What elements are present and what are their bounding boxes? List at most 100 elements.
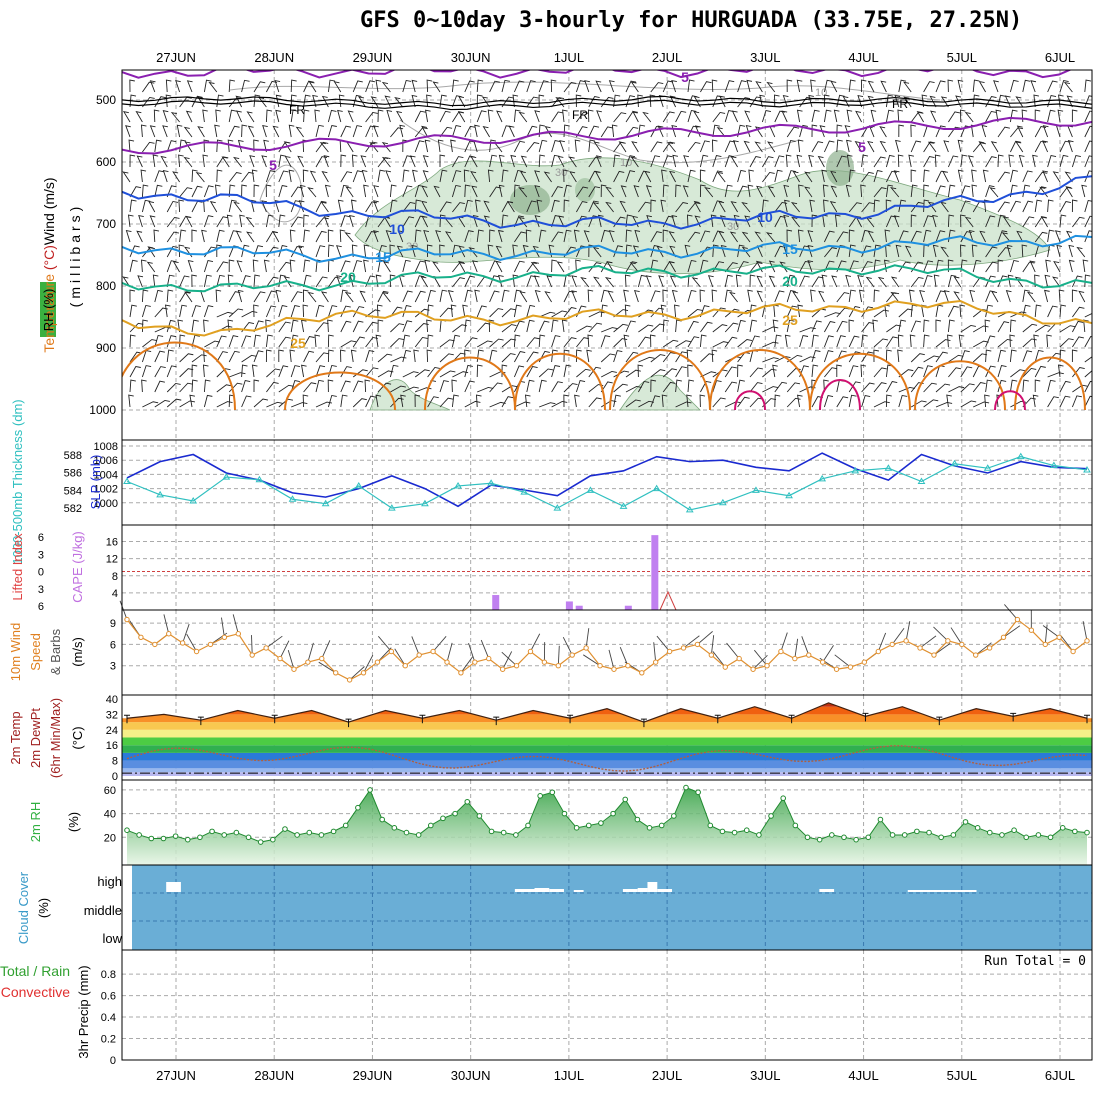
wind-barb	[363, 259, 369, 273]
wind-barb	[807, 260, 814, 273]
wind-barb	[811, 320, 822, 333]
wind-barb	[323, 215, 330, 228]
wind-barb	[630, 81, 639, 93]
wind-barb	[421, 215, 429, 228]
wind-barb	[138, 214, 144, 228]
wind-barb	[799, 245, 810, 258]
wind-barb	[481, 96, 490, 108]
ytick-slp: 1008	[94, 441, 118, 453]
wind-barb	[149, 125, 156, 138]
ytick-li: 3	[38, 584, 44, 596]
wind-barb	[1084, 274, 1091, 288]
wind-barb	[1032, 154, 1038, 168]
wind-barb	[464, 337, 478, 348]
wind10-barb	[752, 654, 768, 670]
wind-barb	[526, 275, 537, 288]
wind10-point	[499, 666, 506, 672]
wind10-point	[847, 664, 854, 670]
wind10-barb	[186, 633, 197, 652]
wind-barb	[574, 139, 581, 153]
wind-barb	[762, 326, 779, 333]
ytick-li: 0	[38, 567, 44, 579]
wind-barb	[927, 141, 937, 153]
wind-barb	[885, 349, 892, 363]
wind-barb	[1084, 215, 1092, 228]
wind-barb	[439, 154, 446, 168]
wind-barb	[1045, 259, 1051, 273]
wind-barb	[308, 81, 317, 93]
wind-barb	[972, 340, 989, 348]
wind-barb	[836, 364, 842, 378]
wind-barb	[724, 110, 734, 123]
wind-barb	[534, 170, 540, 183]
wind-barb	[762, 357, 779, 363]
wind-barb	[538, 124, 546, 138]
wind-barb	[215, 109, 221, 123]
wind-barb	[128, 394, 134, 408]
wind-barb	[893, 215, 900, 228]
ylabel-thickness: 1000-500mb Thickness (dm)	[10, 399, 25, 564]
wind-barb	[507, 201, 515, 213]
wind-barb	[191, 379, 198, 393]
wind-barb	[947, 79, 954, 93]
rh-point	[610, 810, 616, 817]
wind-barb	[377, 245, 387, 258]
wind10-point	[917, 645, 923, 651]
wind-barb	[672, 154, 679, 168]
wind-barb	[129, 334, 136, 348]
wind-barb	[804, 186, 813, 198]
wind-barb	[1084, 356, 1092, 363]
wind-barb	[183, 246, 193, 258]
wind-barb	[513, 140, 525, 153]
wind10-point	[931, 652, 937, 658]
wind-barb	[923, 275, 933, 288]
wind-barb	[315, 322, 329, 333]
wind10-point	[1070, 648, 1076, 655]
wind-barb	[796, 109, 803, 123]
date-label-top: 29JUN	[353, 50, 393, 65]
wind-barb	[910, 214, 917, 228]
wind-barb	[724, 322, 739, 333]
rh-point	[634, 816, 641, 823]
wind-barb	[352, 94, 362, 108]
wind-barb	[923, 365, 933, 378]
wind-barb	[638, 356, 655, 363]
wind-barb	[1059, 349, 1066, 363]
ylabel-total-rain: Total / Rain	[0, 963, 70, 979]
ytick-pressure: 500	[96, 93, 116, 107]
wind-barb	[513, 304, 522, 318]
wind-barb	[350, 349, 357, 363]
isotherm-30	[914, 360, 1006, 411]
wind10-point	[416, 652, 422, 658]
wind-barb	[893, 170, 900, 183]
wind-barb	[836, 396, 849, 408]
wind-barb	[686, 394, 692, 408]
wind-barb	[861, 306, 874, 318]
wind-barb	[539, 311, 556, 318]
wind-barb	[675, 184, 682, 198]
wind-barb	[645, 185, 652, 198]
wind-barb	[658, 95, 665, 108]
wind-barb	[477, 386, 494, 393]
wind-barb	[160, 155, 168, 168]
wind-barb	[358, 96, 366, 108]
wind-barb	[464, 289, 473, 303]
date-label-top: 3JUL	[750, 50, 780, 65]
temp-bands	[122, 702, 1092, 776]
wind-barb	[822, 184, 829, 198]
wind-barb	[824, 367, 838, 378]
wind-barb	[774, 381, 788, 393]
wind-barb	[861, 351, 874, 363]
wind-barb	[743, 140, 751, 153]
thickness-point	[685, 505, 694, 513]
wind-barb	[732, 140, 739, 153]
wind-barb	[538, 94, 545, 108]
rh-point	[1035, 832, 1042, 838]
wind10-point	[680, 645, 687, 651]
wind-barb	[162, 125, 168, 138]
wind-barb	[241, 244, 250, 258]
wind-barb	[464, 199, 473, 213]
wind-barb	[691, 277, 701, 288]
rh-point	[184, 836, 191, 843]
